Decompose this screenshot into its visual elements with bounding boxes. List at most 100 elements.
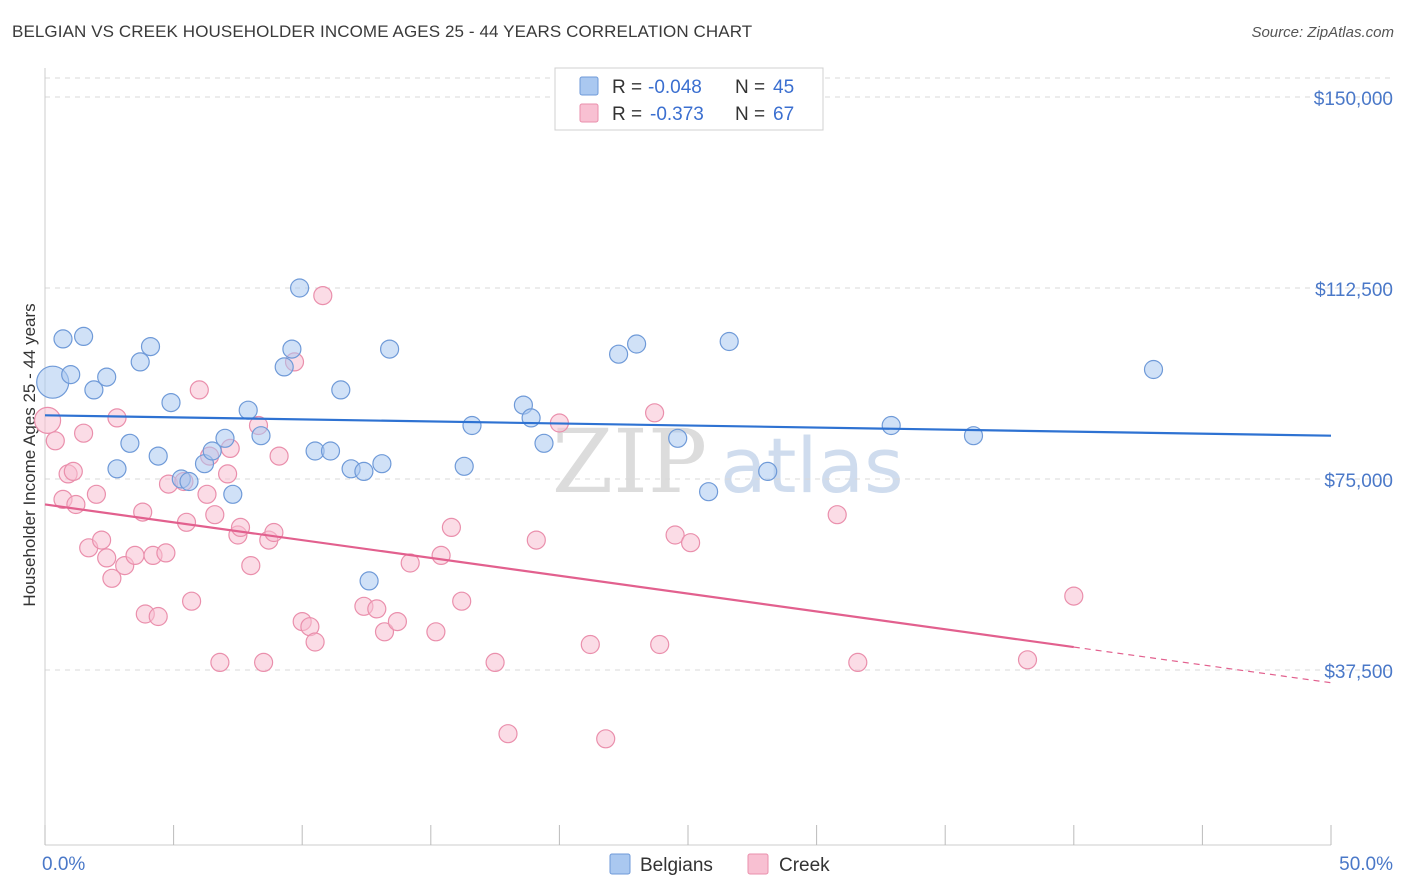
creek-point xyxy=(827,505,847,525)
legend-r-value-creek: -0.373 xyxy=(650,104,704,125)
watermark-zip-text: ZIP xyxy=(552,410,707,513)
creek-point xyxy=(441,517,461,538)
belgian-point xyxy=(881,415,901,436)
creek-point xyxy=(182,591,202,611)
belgian-point xyxy=(53,329,73,349)
creek-point xyxy=(1064,586,1084,606)
belgian-point xyxy=(290,278,310,298)
creek-point xyxy=(485,652,505,673)
creek-point xyxy=(431,545,451,566)
creek-point xyxy=(1017,650,1038,670)
creek-point xyxy=(189,380,209,400)
belgian-trend-line xyxy=(44,414,1332,437)
legend-n-label-belgians: N = xyxy=(735,77,765,98)
creek-trend-line xyxy=(44,503,1074,649)
x-tick-label: 0.0% xyxy=(42,854,85,875)
creek-point xyxy=(91,530,112,550)
creek-point xyxy=(197,484,217,504)
creek-point xyxy=(665,525,685,545)
creek-point xyxy=(33,406,62,434)
series-legend-swatch-belgians xyxy=(609,853,631,875)
creek-point xyxy=(452,591,472,611)
watermark-atlas-text: atlas xyxy=(720,421,904,510)
belgian-point xyxy=(161,393,181,413)
belgian-point xyxy=(626,334,647,354)
creek-point xyxy=(218,464,238,484)
legend-r-value-belgians: -0.048 xyxy=(648,77,702,98)
creek-point xyxy=(680,533,701,553)
legend-n-value-belgians: 45 xyxy=(773,77,794,98)
belgian-point xyxy=(380,339,400,359)
series-legend-label-creek: Creek xyxy=(779,855,830,876)
belgian-point xyxy=(462,415,482,436)
belgian-point xyxy=(719,331,739,352)
creek-point xyxy=(644,403,665,423)
creek-point xyxy=(848,652,868,673)
belgian-point xyxy=(97,367,117,387)
belgian-point xyxy=(223,484,243,504)
creek-trend-extension xyxy=(1073,646,1332,684)
y-tick-label: $75,000 xyxy=(1324,471,1393,492)
creek-point xyxy=(305,632,325,652)
stats-legend-box xyxy=(554,67,824,131)
y-tick-label: $37,500 xyxy=(1324,662,1393,683)
legend-n-label-creek: N = xyxy=(735,104,765,125)
belgian-point xyxy=(758,461,778,481)
belgian-point xyxy=(359,571,379,591)
series-legend-swatch-creek xyxy=(747,853,769,875)
y-tick-label: $112,500 xyxy=(1315,280,1393,301)
creek-point xyxy=(156,543,176,563)
stats-legend: R = -0.048 N = 45 R = -0.373 N = 67 xyxy=(554,67,824,131)
belgian-point xyxy=(84,380,104,400)
belgian-point xyxy=(238,400,258,420)
belgian-point xyxy=(1143,359,1164,380)
belgian-point xyxy=(354,461,374,481)
creek-point xyxy=(86,484,107,504)
series-legend: Belgians Creek xyxy=(609,853,830,876)
legend-r-label-creek: R = xyxy=(612,104,642,125)
belgian-point xyxy=(698,482,719,502)
belgian-point xyxy=(73,326,94,346)
belgian-point xyxy=(179,471,199,492)
belgian-point xyxy=(274,357,294,377)
belgian-point xyxy=(61,365,81,385)
legend-swatch-belgians xyxy=(579,76,599,96)
chart-title: BELGIAN VS CREEK HOUSEHOLDER INCOME AGES… xyxy=(12,22,753,41)
belgian-point xyxy=(282,339,302,359)
belgian-point xyxy=(372,454,392,474)
gridlines xyxy=(45,77,1395,671)
belgian-point xyxy=(140,337,161,357)
belgian-point xyxy=(331,380,351,400)
creek-point xyxy=(264,522,284,543)
x-tick-labels: 0.0% 50.0% xyxy=(42,854,1393,875)
belgian-point xyxy=(668,428,688,448)
watermark: ZIP atlas xyxy=(552,410,904,513)
series-legend-label-belgians: Belgians xyxy=(640,855,713,876)
belgian-point xyxy=(120,433,140,453)
belgian-point xyxy=(608,344,629,364)
belgian-point xyxy=(534,433,554,453)
creek-point xyxy=(596,729,616,749)
creek-point xyxy=(313,286,333,306)
y-axis-title: Householder Income Ages 25 - 44 years xyxy=(20,303,39,606)
belgian-point xyxy=(130,352,150,372)
creek-point xyxy=(102,568,122,588)
data-points xyxy=(33,278,1164,749)
creek-point xyxy=(125,545,145,566)
x-tick-label: 50.0% xyxy=(1339,854,1393,875)
creek-point xyxy=(374,622,395,642)
belgian-point xyxy=(320,441,341,461)
creek-point xyxy=(45,431,65,451)
legend-n-value-creek: 67 xyxy=(773,104,794,125)
trend-lines xyxy=(44,414,1332,684)
x-ticks xyxy=(44,825,1332,845)
source-credit: Source: ZipAtlas.com xyxy=(1251,24,1394,41)
legend-swatch-creek xyxy=(579,103,599,123)
creek-point xyxy=(387,611,407,632)
creek-point xyxy=(230,517,251,538)
y-tick-label: $150,000 xyxy=(1314,89,1393,110)
belgian-point xyxy=(202,441,222,461)
creek-point xyxy=(107,408,127,428)
creek-point xyxy=(148,606,168,627)
